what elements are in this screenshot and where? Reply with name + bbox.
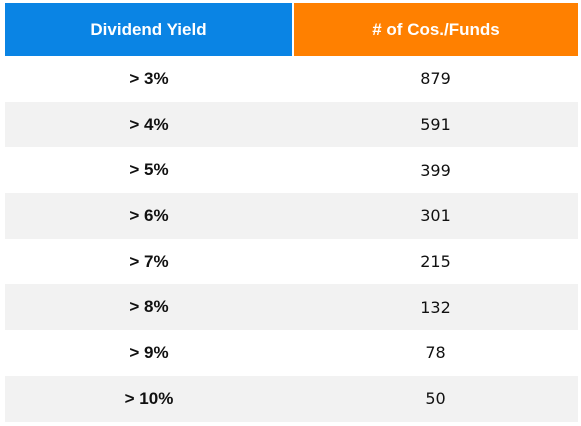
count-cell: 399: [293, 147, 578, 194]
count-cell: 301: [293, 193, 578, 239]
dividend-yield-table: Dividend Yield # of Cos./Funds > 3% 879 …: [5, 3, 578, 422]
table-row: > 10% 50: [5, 375, 578, 422]
count-cell: 50: [293, 375, 578, 422]
yield-cell: > 5%: [5, 147, 293, 194]
table-row: > 7% 215: [5, 238, 578, 285]
count-cell: 215: [293, 238, 578, 285]
table-row: > 8% 132: [5, 284, 578, 331]
yield-cell: > 6%: [5, 193, 293, 239]
table-row: > 3% 879: [5, 56, 578, 102]
count-cell: 879: [293, 56, 578, 102]
yield-cell: > 9%: [5, 330, 293, 376]
table-header-row: Dividend Yield # of Cos./Funds: [5, 3, 578, 56]
yield-cell: > 10%: [5, 375, 293, 422]
count-cell: 132: [293, 284, 578, 331]
table-row: > 9% 78: [5, 330, 578, 376]
table-row: > 4% 591: [5, 101, 578, 148]
yield-cell: > 7%: [5, 238, 293, 285]
count-cell: 591: [293, 101, 578, 148]
table-row: > 5% 399: [5, 147, 578, 194]
yield-cell: > 4%: [5, 101, 293, 148]
count-cell: 78: [293, 330, 578, 376]
yield-cell: > 8%: [5, 284, 293, 331]
dividend-yield-header: Dividend Yield: [5, 3, 294, 56]
yield-cell: > 3%: [5, 56, 293, 102]
count-header: # of Cos./Funds: [293, 3, 578, 56]
table-row: > 6% 301: [5, 193, 578, 239]
